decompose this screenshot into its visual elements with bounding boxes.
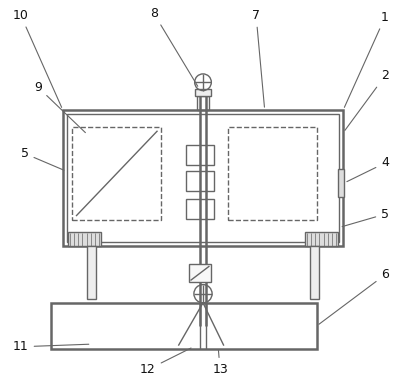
Text: 7: 7 [252,9,264,107]
Text: 5: 5 [21,147,64,170]
Bar [305,232,337,246]
Bar [51,303,316,349]
Text: 8: 8 [149,7,197,86]
Bar [185,199,214,219]
Bar [197,96,208,110]
Text: 4: 4 [346,157,388,182]
Bar [185,171,214,191]
Text: 12: 12 [140,348,191,376]
Text: 2: 2 [344,69,388,130]
Text: 13: 13 [212,349,227,376]
Bar [87,246,96,299]
Text: 10: 10 [13,9,62,107]
Bar [227,127,316,220]
Bar [188,264,211,282]
Bar [337,169,343,197]
Text: 5: 5 [341,208,388,227]
Text: 6: 6 [318,268,388,324]
Bar [68,232,100,246]
Text: 11: 11 [13,340,89,353]
Bar [67,114,338,242]
Bar [185,145,214,165]
Bar [72,127,161,220]
Text: 1: 1 [343,11,388,107]
Bar [194,89,211,96]
Text: 9: 9 [34,81,85,133]
Bar [309,246,318,299]
Bar [63,110,342,246]
